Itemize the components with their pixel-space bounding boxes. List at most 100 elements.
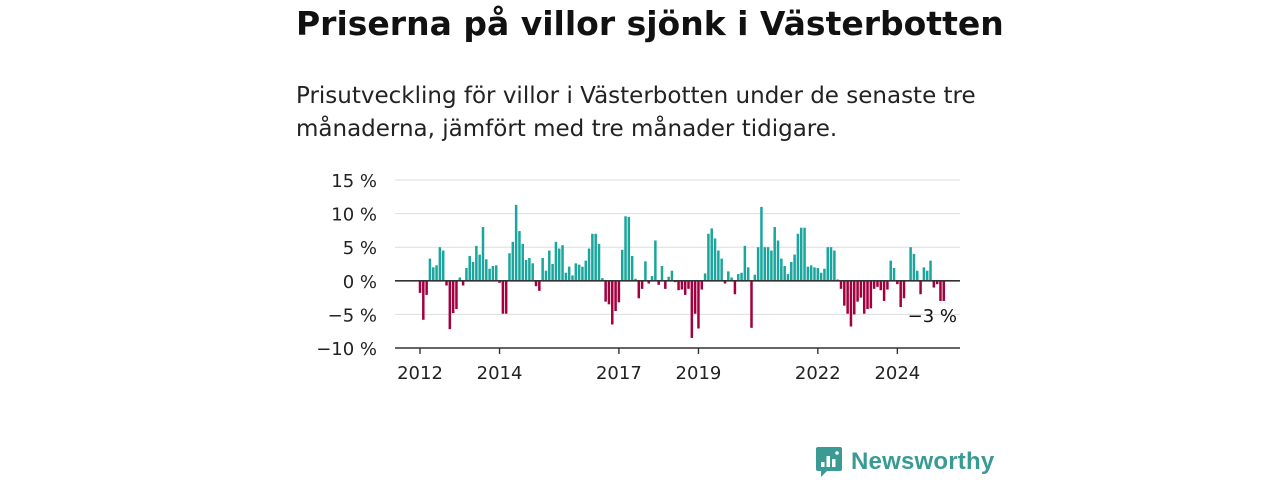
bar	[607, 280, 611, 305]
bar	[567, 266, 571, 281]
bar	[727, 271, 730, 281]
bar	[438, 247, 442, 281]
bar	[488, 268, 491, 281]
y-tick-label: −5 %	[328, 305, 377, 326]
bar	[872, 280, 876, 289]
bar	[498, 280, 501, 283]
bar	[717, 250, 720, 281]
bar	[481, 227, 485, 281]
bar	[793, 254, 796, 281]
bar	[538, 280, 541, 291]
bar	[455, 280, 458, 310]
bar	[478, 254, 481, 281]
bar	[644, 261, 647, 281]
y-tick-label: −10 %	[316, 339, 377, 360]
bar	[524, 259, 528, 281]
bar	[422, 280, 425, 320]
bar	[853, 280, 856, 315]
bar	[650, 276, 654, 281]
bar	[637, 280, 641, 299]
bar	[557, 248, 561, 281]
bar	[770, 250, 773, 281]
bar	[611, 280, 614, 325]
bar	[849, 280, 853, 327]
bar	[790, 261, 793, 281]
bar	[601, 278, 604, 281]
bar	[683, 280, 687, 295]
bar	[756, 247, 760, 281]
page-title: Priserna på villor sjönk i Västerbotten	[296, 4, 1004, 43]
bar	[571, 275, 574, 281]
bar	[703, 273, 707, 281]
bar	[504, 280, 508, 314]
x-axis-labels: 2012 2014 2017 2019 2022 2024	[397, 348, 920, 384]
bar	[829, 247, 833, 281]
bar	[773, 227, 776, 281]
bar	[680, 280, 684, 290]
bar	[697, 280, 700, 329]
bar	[809, 265, 813, 281]
bar	[531, 263, 534, 281]
y-axis-labels: 15 % 10 % 5 % 0 % −5 % −10 %	[316, 171, 377, 360]
bar	[458, 277, 462, 281]
bar	[766, 247, 770, 281]
bar	[899, 280, 902, 308]
bar	[859, 280, 863, 298]
bar	[432, 267, 435, 281]
bar	[720, 258, 723, 281]
bar	[843, 280, 846, 306]
bar	[753, 274, 757, 281]
bar	[780, 258, 783, 281]
x-tick-label: 2014	[477, 363, 523, 384]
bar	[896, 280, 899, 285]
bar	[634, 278, 637, 281]
bar	[657, 280, 660, 285]
bar	[919, 280, 922, 295]
bar	[471, 261, 475, 281]
bar	[909, 247, 912, 281]
bar	[587, 248, 591, 281]
bar	[448, 280, 452, 330]
bar	[925, 270, 929, 281]
bar	[495, 265, 498, 281]
bar	[551, 264, 554, 281]
bar	[614, 280, 617, 312]
bar	[799, 227, 803, 281]
bar	[783, 266, 786, 281]
bar	[869, 280, 873, 309]
bars	[418, 204, 946, 338]
bar	[736, 274, 740, 281]
bar	[866, 280, 869, 310]
bar	[687, 280, 690, 289]
bar	[882, 280, 886, 301]
bar	[826, 247, 829, 281]
bar	[786, 274, 790, 281]
bar	[591, 233, 594, 281]
y-tick-label: 10 %	[331, 205, 377, 226]
bar	[654, 240, 657, 281]
bar	[796, 233, 800, 281]
bar	[640, 280, 644, 289]
bar	[418, 280, 422, 293]
bar	[710, 228, 713, 281]
bar	[461, 280, 465, 286]
bar	[816, 268, 820, 281]
x-tick-label: 2019	[676, 363, 722, 384]
bar	[441, 250, 445, 281]
bar	[660, 266, 664, 281]
bar	[554, 241, 558, 281]
bar	[581, 266, 584, 281]
bar	[942, 280, 946, 301]
bar	[833, 250, 836, 281]
bar	[624, 216, 627, 281]
bar	[561, 245, 564, 281]
bar	[647, 280, 650, 284]
y-tick-label: 15 %	[331, 171, 377, 192]
bar	[876, 280, 879, 287]
chart-subtitle: Prisutveckling för villor i Västerbotten…	[296, 83, 976, 142]
bar	[693, 280, 697, 314]
bar	[465, 268, 468, 281]
y-tick-label: 0 %	[343, 272, 377, 293]
bar	[733, 280, 737, 295]
bar	[856, 280, 859, 302]
